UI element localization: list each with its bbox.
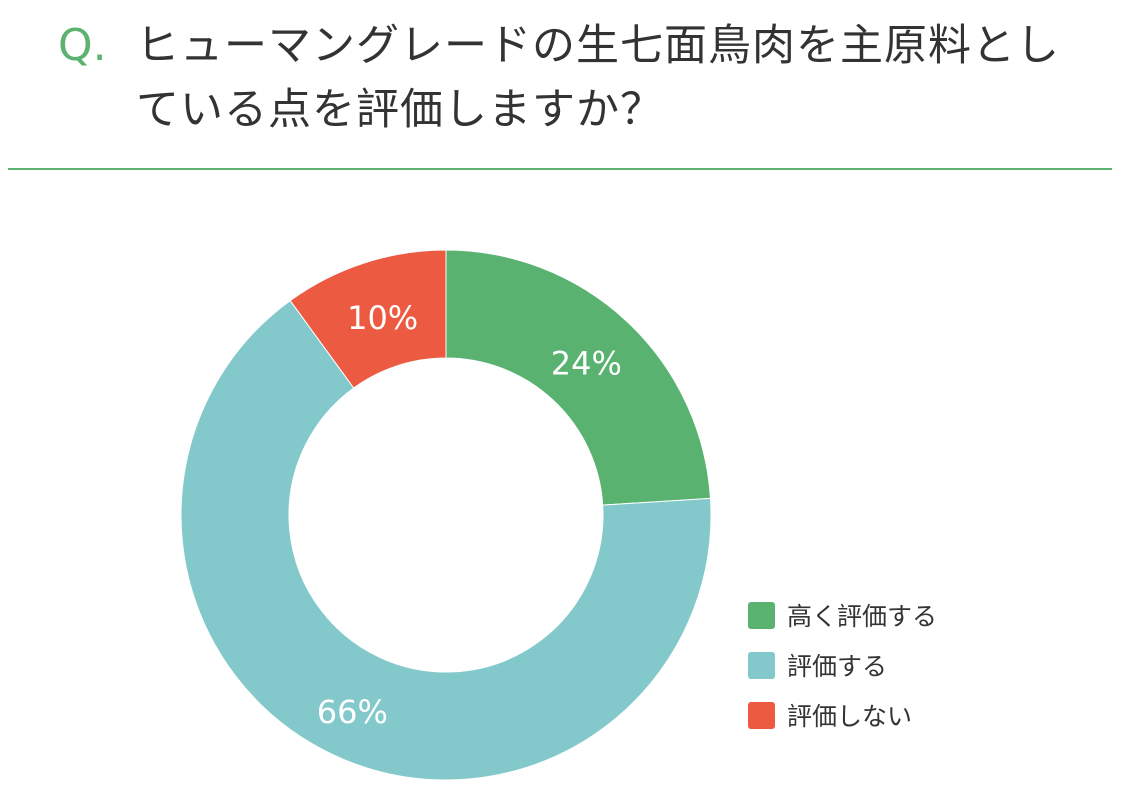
donut-slice-2 <box>289 249 447 389</box>
legend-item-2: 評価しない <box>748 690 937 740</box>
legend-swatch <box>748 651 775 679</box>
legend-item-0: 高く評価する <box>748 590 937 640</box>
legend-item-1: 評価する <box>748 640 937 690</box>
donut-slice-0 <box>445 249 712 506</box>
question-text: ヒューマングレードの生七面鳥肉を主原料としている点を評価しますか？ <box>136 21 1060 135</box>
chart-legend: 高く評価する 評価する評価しない <box>748 590 937 740</box>
legend-swatch <box>748 701 775 729</box>
legend-label: 評価しない <box>787 702 913 731</box>
divider-line <box>8 168 1112 170</box>
slice-value-label-0: 24% <box>551 345 622 383</box>
legend-label: 高く評価する <box>787 602 938 631</box>
legend-swatch <box>748 601 775 629</box>
question-mark: Q. <box>58 20 107 71</box>
slice-value-label-2: 10% <box>347 299 418 337</box>
legend-label: 評価する <box>787 652 888 681</box>
donut-slice-1 <box>180 299 712 781</box>
slice-value-label-1: 66% <box>317 693 388 731</box>
